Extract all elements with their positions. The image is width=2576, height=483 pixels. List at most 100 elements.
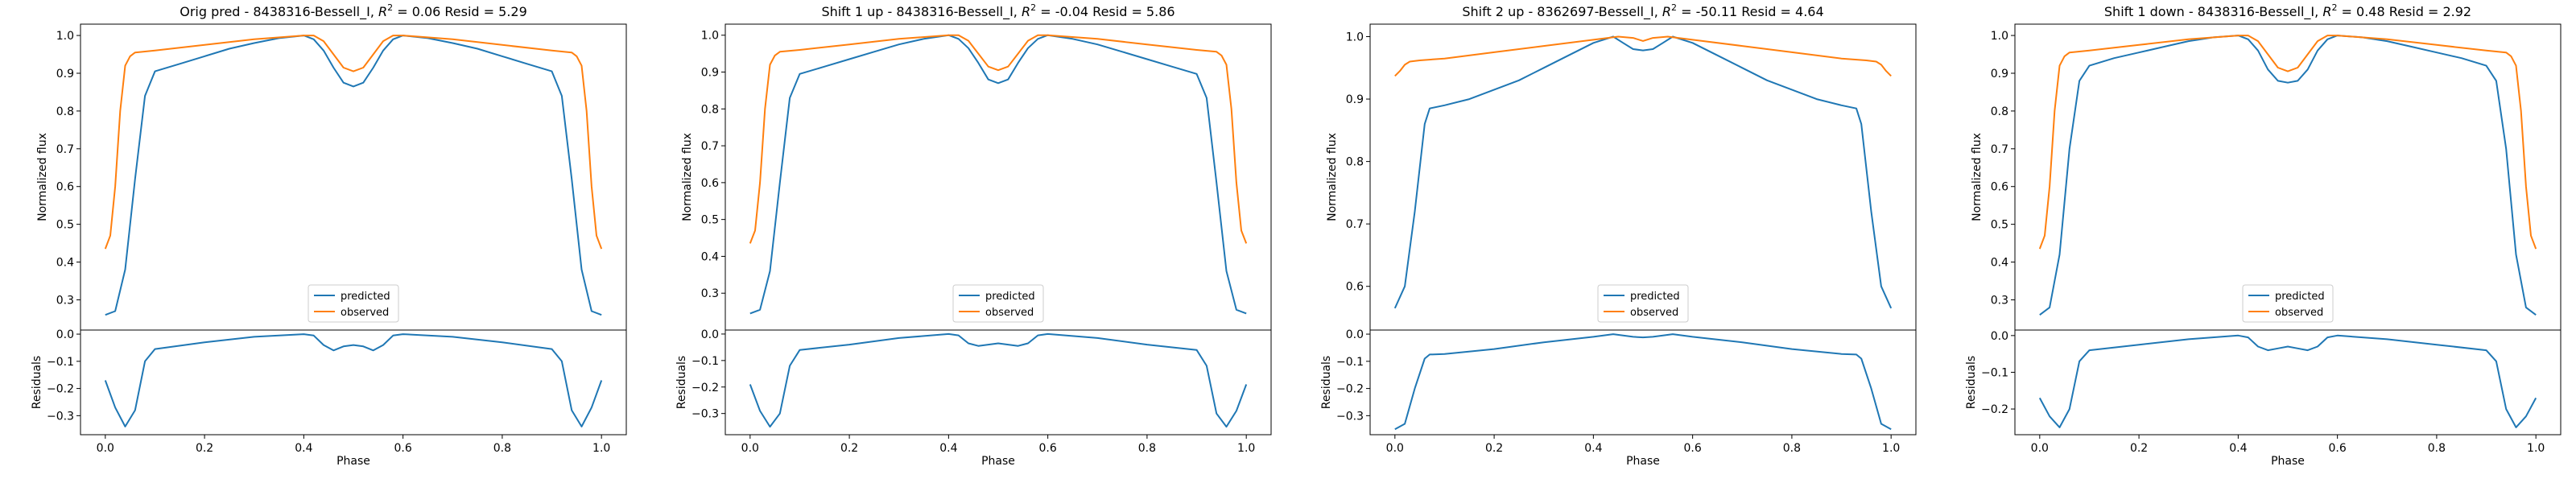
ylabel-residuals: Residuals bbox=[1320, 356, 1333, 409]
xtick-label: 0.0 bbox=[97, 442, 114, 455]
legend: predicted observed bbox=[1597, 284, 1689, 323]
title-prefix: Shift 1 down - 8438316-Bessell_I, bbox=[2104, 4, 2322, 20]
xtick-label: 0.2 bbox=[196, 442, 213, 455]
series-line-predicted bbox=[749, 34, 1247, 315]
top-ytick-label: 0.3 bbox=[701, 287, 719, 300]
residuals-line bbox=[104, 333, 603, 427]
bottom-ytick-label: −0.1 bbox=[1981, 366, 2008, 379]
top-ytick-label: 1.0 bbox=[1346, 31, 1364, 44]
xtick-label: 0.2 bbox=[1485, 442, 1503, 455]
residuals-axes bbox=[1369, 329, 1917, 436]
legend-label-observed: observed bbox=[1630, 307, 1678, 319]
ylabel-flux: Normalized flux bbox=[36, 133, 49, 221]
legend-label-predicted: predicted bbox=[985, 291, 1035, 303]
xtick-label: 1.0 bbox=[592, 442, 610, 455]
top-ytick-label: 0.4 bbox=[56, 257, 74, 270]
series-line-observed bbox=[104, 35, 603, 250]
xtick-label: 0.6 bbox=[1039, 442, 1057, 455]
top-ytick-label: 1.0 bbox=[701, 30, 719, 43]
top-ytick-label: 0.4 bbox=[1991, 257, 2008, 270]
residuals-axes bbox=[2014, 329, 2562, 436]
bottom-ytick-label: −0.2 bbox=[1336, 383, 1364, 396]
panel-2: Shift 1 up - 8438316-Bessell_I, R2 = -0.… bbox=[675, 2, 1272, 468]
series-line-predicted bbox=[1393, 35, 1893, 309]
residuals-line bbox=[2038, 334, 2537, 428]
title-r-superscript: 2 bbox=[1671, 2, 1677, 13]
bottom-ytick-label: 0.0 bbox=[1346, 328, 1364, 341]
xtick-label: 1.0 bbox=[1237, 442, 1255, 455]
top-ytick-label: 0.3 bbox=[1991, 294, 2008, 307]
series-line-observed bbox=[749, 34, 1248, 244]
top-ytick-label: 0.9 bbox=[1991, 68, 2008, 80]
panel-title: Shift 2 up - 8362697-Bessell_I, R2 = -50… bbox=[1462, 2, 1823, 20]
xtick-label: 0.8 bbox=[1783, 442, 1801, 455]
xtick-label: 0.8 bbox=[1138, 442, 1156, 455]
top-ytick-label: 0.7 bbox=[701, 140, 719, 153]
xtick-label: 1.0 bbox=[1882, 442, 1900, 455]
top-ytick-label: 1.0 bbox=[56, 30, 74, 43]
bottom-ytick-label: −0.2 bbox=[691, 382, 719, 394]
legend: predicted observed bbox=[2242, 284, 2334, 323]
top-ytick-label: 0.6 bbox=[1346, 281, 1364, 294]
panel-3: Shift 2 up - 8362697-Bessell_I, R2 = -50… bbox=[1320, 2, 1917, 468]
xtick-label: 1.0 bbox=[2527, 442, 2545, 455]
xtick-label: 0.4 bbox=[939, 442, 957, 455]
flux-axes bbox=[80, 23, 627, 331]
flux-axes bbox=[2014, 23, 2562, 331]
xtick-label: 0.0 bbox=[1386, 442, 1404, 455]
flux-axes bbox=[1369, 23, 1917, 331]
legend-label-observed: observed bbox=[985, 307, 1034, 319]
top-ytick-label: 0.6 bbox=[701, 177, 719, 190]
top-ytick-label: 0.4 bbox=[701, 250, 719, 263]
residuals-axes bbox=[80, 329, 627, 436]
title-prefix: Shift 2 up - 8362697-Bessell_I, bbox=[1462, 4, 1662, 20]
panel-1: Orig pred - 8438316-Bessell_I, R2 = 0.06… bbox=[31, 2, 627, 468]
top-ytick-label: 0.9 bbox=[56, 68, 74, 80]
legend-label-observed: observed bbox=[2275, 307, 2323, 319]
legend-box bbox=[1597, 284, 1689, 323]
top-ytick-label: 0.5 bbox=[56, 219, 74, 232]
title-r-symbol: R bbox=[1022, 4, 1030, 19]
top-ytick-label: 0.7 bbox=[1991, 143, 2008, 156]
legend-box bbox=[952, 284, 1044, 323]
panel-title: Shift 1 up - 8438316-Bessell_I, R2 = -0.… bbox=[821, 2, 1174, 20]
top-ytick-label: 0.5 bbox=[701, 214, 719, 227]
title-suffix: = -0.04 Resid = 5.86 bbox=[1036, 4, 1174, 19]
title-suffix: = 0.06 Resid = 5.29 bbox=[393, 4, 527, 19]
residuals-line bbox=[1394, 333, 1892, 431]
bottom-ytick-label: −0.3 bbox=[47, 410, 74, 423]
top-ytick-label: 0.3 bbox=[56, 294, 74, 307]
title-suffix: = 0.48 Resid = 2.92 bbox=[2337, 4, 2471, 19]
title-r-symbol: R bbox=[378, 4, 387, 19]
bottom-ytick-label: −0.3 bbox=[1336, 410, 1364, 423]
top-ytick-label: 0.7 bbox=[56, 143, 74, 156]
xtick-label: 0.6 bbox=[394, 442, 412, 455]
xtick-label: 0.4 bbox=[1584, 442, 1602, 455]
top-ytick-label: 0.8 bbox=[1991, 105, 2008, 118]
series-line-predicted bbox=[105, 35, 602, 316]
title-r-superscript: 2 bbox=[2331, 2, 2337, 13]
legend-label-predicted: predicted bbox=[1630, 291, 1680, 303]
legend-label-predicted: predicted bbox=[341, 291, 390, 303]
bottom-ytick-label: 0.0 bbox=[1991, 330, 2008, 343]
title-r-superscript: 2 bbox=[387, 2, 393, 13]
ylabel-residuals: Residuals bbox=[31, 356, 43, 409]
bottom-ytick-label: 0.0 bbox=[56, 328, 74, 341]
bottom-ytick-label: −0.1 bbox=[47, 356, 74, 369]
legend-label-observed: observed bbox=[341, 307, 389, 319]
xtick-label: 0.8 bbox=[2428, 442, 2446, 455]
bottom-ytick-label: 0.0 bbox=[701, 328, 719, 341]
xtick-label: 0.0 bbox=[2031, 442, 2049, 455]
xtick-label: 0.4 bbox=[295, 442, 312, 455]
top-ytick-label: 0.8 bbox=[1346, 156, 1364, 169]
ylabel-flux: Normalized flux bbox=[681, 133, 694, 221]
xtick-label: 0.2 bbox=[840, 442, 858, 455]
legend-box bbox=[2242, 284, 2334, 323]
top-ytick-label: 0.5 bbox=[1991, 219, 2008, 232]
title-r-symbol: R bbox=[2322, 4, 2331, 19]
title-prefix: Orig pred - 8438316-Bessell_I, bbox=[180, 4, 378, 20]
panel-title: Shift 1 down - 8438316-Bessell_I, R2 = 0… bbox=[2104, 2, 2471, 20]
xtick-label: 0.0 bbox=[741, 442, 759, 455]
title-r-symbol: R bbox=[1662, 4, 1671, 19]
series-line-predicted bbox=[2039, 35, 2537, 316]
